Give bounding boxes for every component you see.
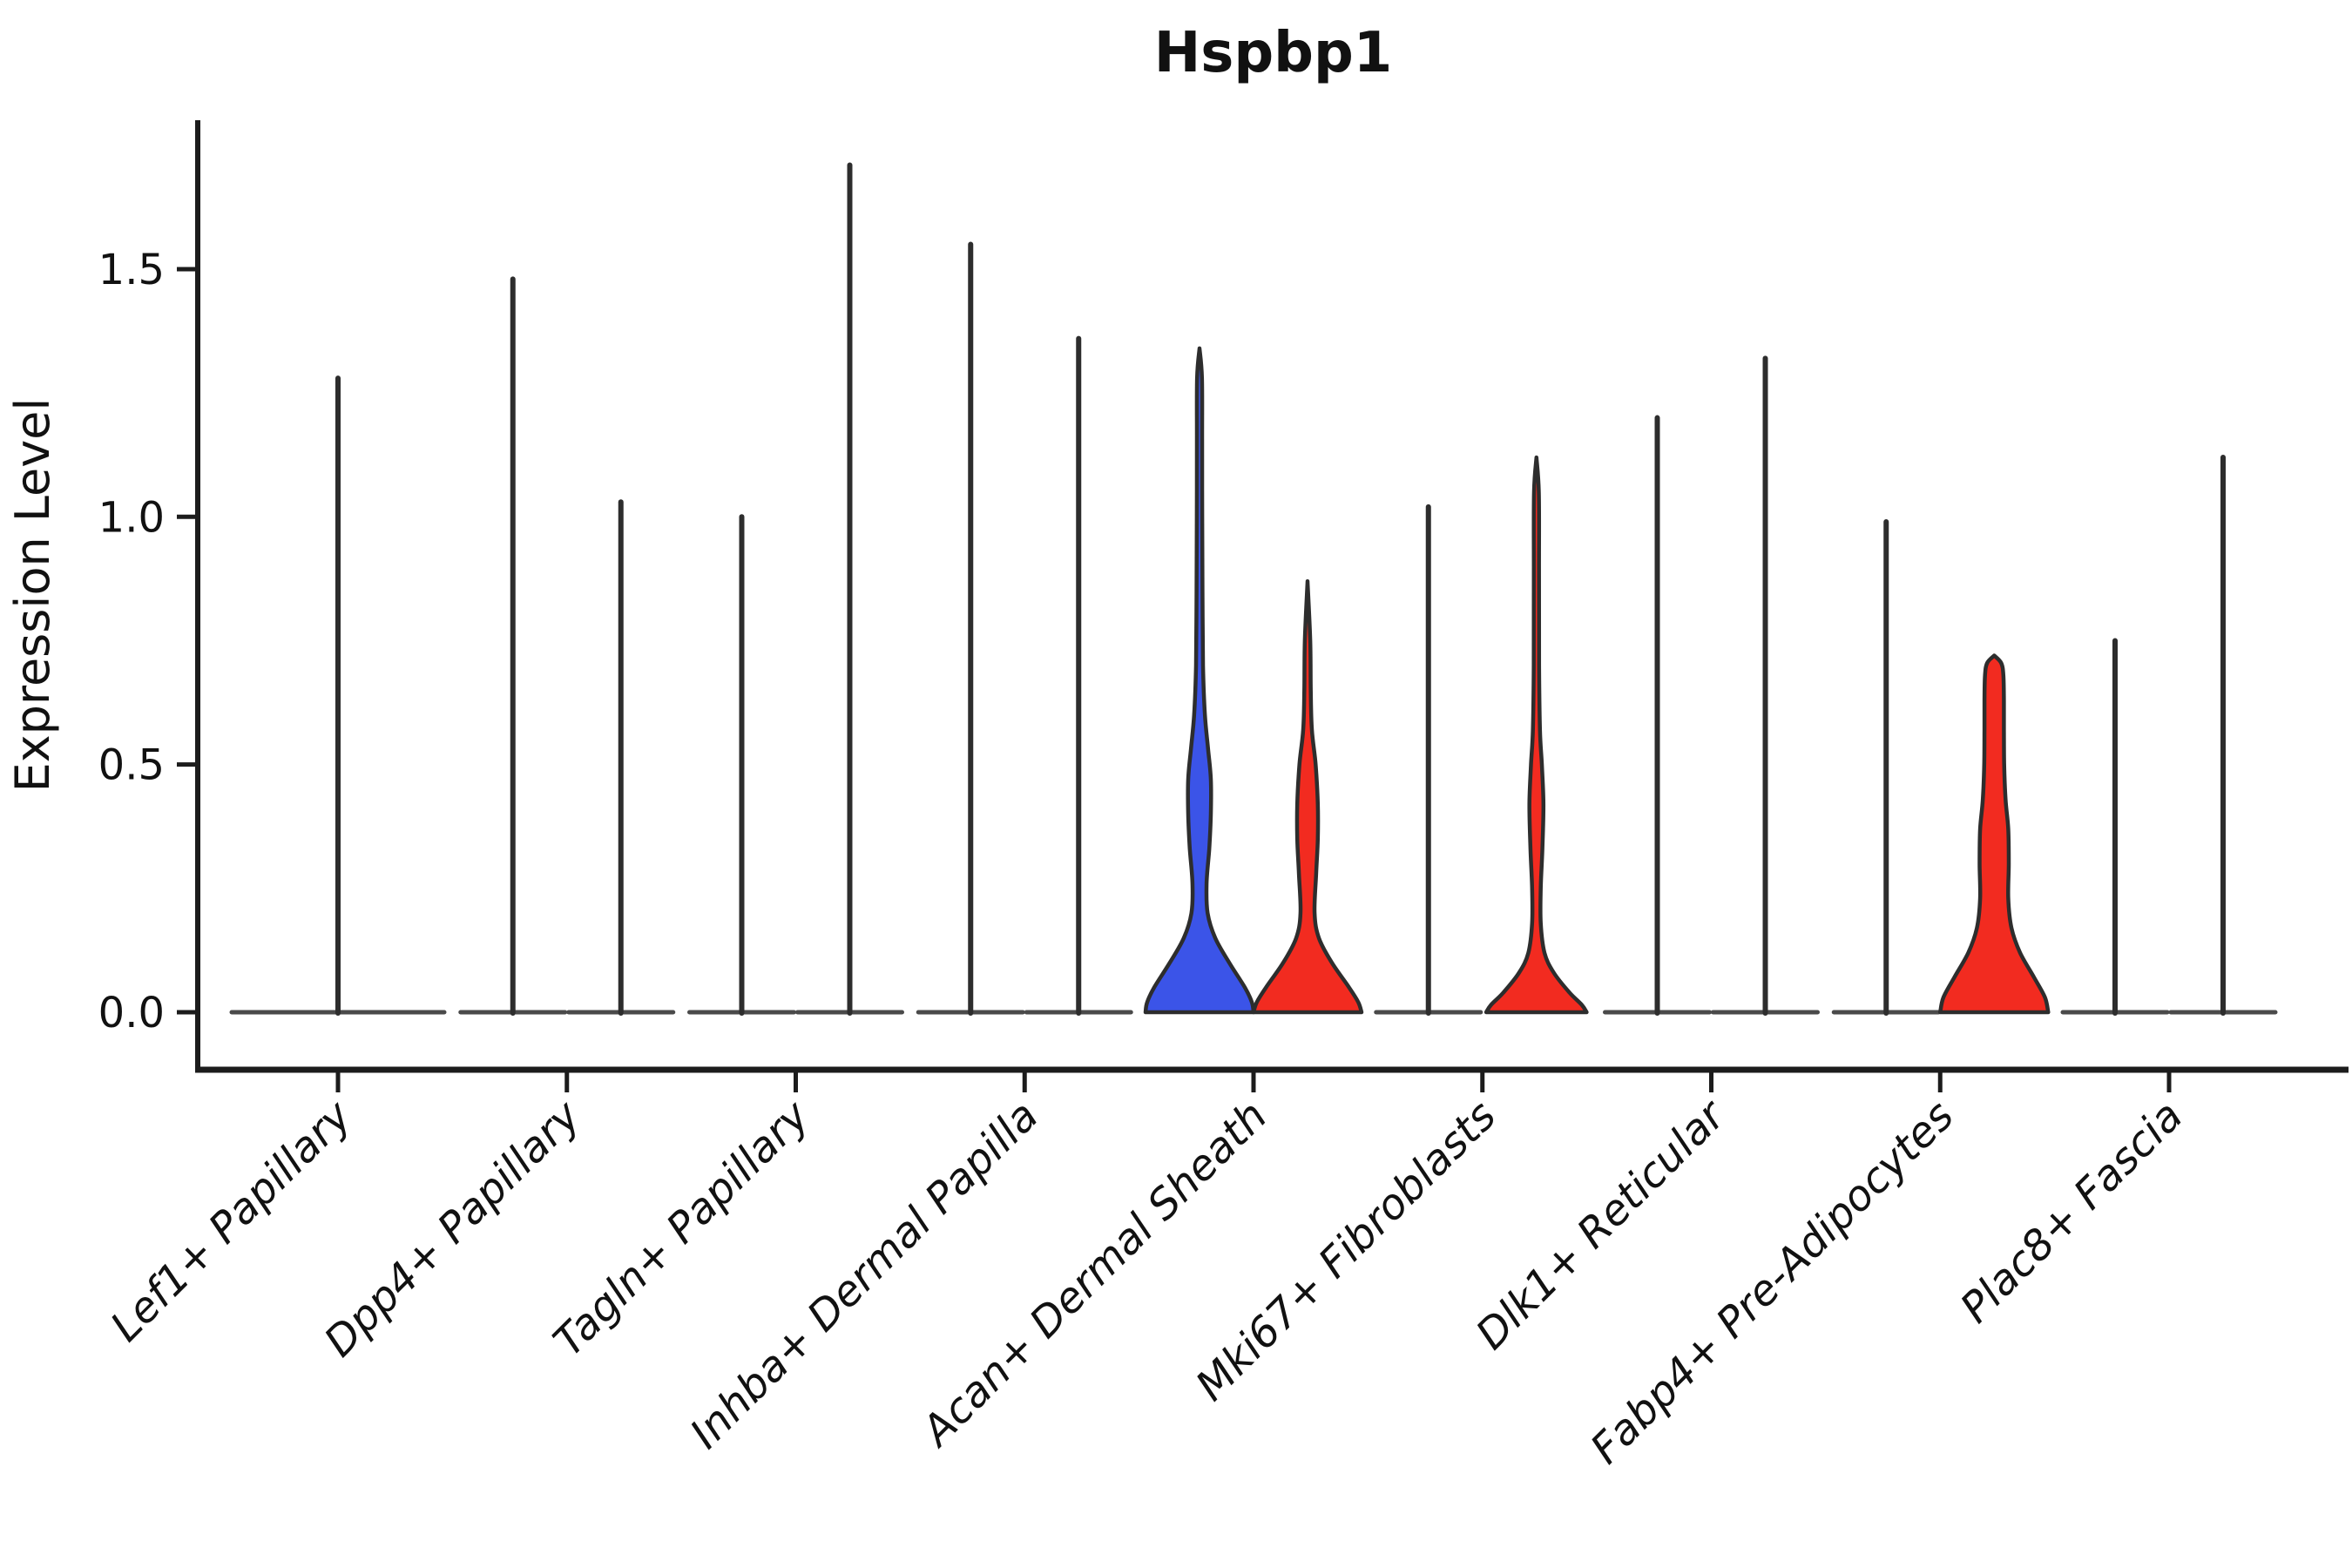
violin-shape: [1251, 578, 1364, 1015]
y-tick-label: 0.0: [98, 989, 165, 1037]
x-tick-label: Fabp4+ Pre-Adipocytes: [1581, 1092, 1963, 1474]
x-tick-label: Dlk1+ Reticular: [1467, 1090, 1737, 1360]
x-tick-label: Lef1+ Papillary: [101, 1091, 362, 1351]
y-axis-label: Expression Level: [5, 398, 60, 793]
x-tick-label: Plac8+ Fascia: [1951, 1092, 2193, 1333]
y-tick-label: 1.5: [98, 246, 165, 294]
chart-title: Hspbp1: [1154, 21, 1393, 85]
violin-shape: [1484, 455, 1589, 1015]
violin-shape: [1143, 346, 1256, 1015]
y-tick-label: 0.5: [98, 741, 165, 790]
violin-shape: [1938, 653, 2051, 1015]
x-tick-label: Dpp4+ Papillary: [315, 1091, 591, 1366]
y-tick-label: 1.0: [98, 493, 165, 542]
x-tick-label: Tagln+ Papillary: [544, 1091, 820, 1366]
